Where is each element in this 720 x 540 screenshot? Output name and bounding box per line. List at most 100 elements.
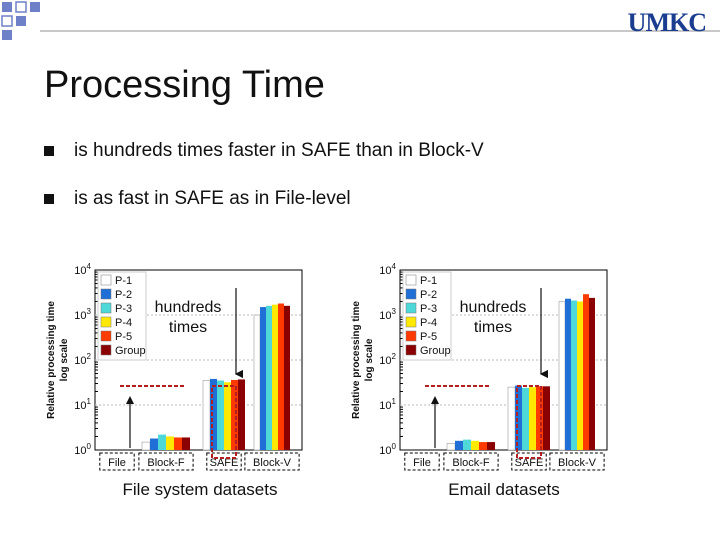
bar-block-f-p-2 xyxy=(150,438,158,450)
y-tick-label: 100 xyxy=(74,442,91,457)
bar-block-v-p-1 xyxy=(253,314,261,451)
bar-safe-p-5 xyxy=(231,379,238,450)
bar-block-f-p-2 xyxy=(455,440,463,450)
bar-block-v-p-5 xyxy=(278,303,284,450)
bar-block-v-group xyxy=(589,297,595,450)
category-box xyxy=(244,452,300,471)
bar-safe-p-2 xyxy=(515,385,522,450)
decorative-squares xyxy=(1,1,40,40)
legend-swatch xyxy=(405,344,417,356)
bar-block-f-p-4 xyxy=(471,440,479,450)
legend-box xyxy=(97,271,147,361)
annotation-text: hundreds times xyxy=(460,299,527,336)
bar-block-f-p-4 xyxy=(166,436,174,450)
chart-caption-email: Email datasets xyxy=(448,480,560,499)
y-tick-label: 101 xyxy=(379,397,396,412)
legend-label: P-1 xyxy=(420,275,437,287)
legend-label: P-3 xyxy=(420,303,437,315)
category-box xyxy=(404,452,440,471)
legend-label: P-4 xyxy=(420,317,437,329)
bar-block-f-p-3 xyxy=(463,439,471,450)
bar-safe-p-4 xyxy=(224,382,231,450)
highlight-box-safe xyxy=(211,385,237,459)
slide-title: Processing Time xyxy=(44,64,325,106)
bar-block-v-p-1 xyxy=(558,301,566,451)
highlight-box-safe xyxy=(516,385,542,459)
legend-swatch xyxy=(405,302,417,314)
legend-label: Group xyxy=(115,345,146,357)
bar-safe-group xyxy=(238,379,245,450)
bullet-square-icon xyxy=(44,194,54,204)
legend-label: P-2 xyxy=(420,289,437,301)
bar-block-v-p-2 xyxy=(565,298,571,450)
bar-safe-p-5 xyxy=(536,386,543,450)
chart-svg: 100 101 102 103 104 Relative processing time l… xyxy=(351,262,608,471)
bullet-text: is as fast in SAFE as in File-level xyxy=(74,188,351,209)
bar-safe-p-1 xyxy=(202,380,211,451)
bar-block-f-p-5 xyxy=(479,442,487,450)
bullet-item: is as fast in SAFE as in File-level xyxy=(44,188,351,210)
y-tick-label: 104 xyxy=(74,262,91,277)
bullet-square-icon xyxy=(44,146,54,156)
umkc-logo: UMKC xyxy=(627,8,707,37)
category-box xyxy=(138,452,194,471)
chart-file-system: 100 101 102 103 104 Relative processing time l… xyxy=(40,258,310,473)
y-tick-label: 100 xyxy=(379,442,396,457)
bar-block-f-p-5 xyxy=(174,437,182,450)
y-tick-label: 102 xyxy=(74,352,91,367)
bar-block-v-p-4 xyxy=(272,304,278,450)
category-box xyxy=(443,452,499,471)
bar-block-v-p-3 xyxy=(571,300,577,450)
bar-block-v-group xyxy=(284,305,290,450)
legend-label: P-5 xyxy=(115,331,132,343)
y-axis-label: Relative processing time log scale xyxy=(351,301,375,419)
legend-swatch xyxy=(405,330,417,342)
legend-label: P-5 xyxy=(420,331,437,343)
bar-safe-p-1 xyxy=(507,386,516,451)
chart-email: 100 101 102 103 104 Relative processing time l… xyxy=(345,258,615,473)
legend-label: Group xyxy=(420,345,451,357)
bar-block-v-p-5 xyxy=(583,294,589,450)
bar-safe-p-3 xyxy=(522,387,529,450)
legend-swatch xyxy=(100,288,112,300)
legend-swatch xyxy=(100,316,112,328)
category-box xyxy=(549,452,605,471)
x-category-label: Block-F xyxy=(147,457,185,469)
legend-swatch xyxy=(405,274,417,286)
x-category-label: SAFE xyxy=(515,457,544,469)
y-tick-label: 102 xyxy=(379,352,396,367)
legend-swatch xyxy=(100,274,112,286)
arrowhead-file xyxy=(126,396,134,404)
y-tick-label: 103 xyxy=(74,307,91,322)
x-category-label: File xyxy=(108,457,126,469)
legend-label: P-3 xyxy=(115,303,132,315)
x-category-label: Block-V xyxy=(558,457,597,469)
y-tick-label: 104 xyxy=(379,262,396,277)
bar-block-f-p-1 xyxy=(446,443,456,451)
chart-svg: 100 101 102 103 104 Relative processing time l… xyxy=(46,262,303,471)
bar-block-v-p-4 xyxy=(577,301,583,450)
x-category-label: Block-V xyxy=(253,457,292,469)
bar-block-f-p-3 xyxy=(158,434,166,450)
category-box xyxy=(99,452,135,471)
legend-swatch xyxy=(100,302,112,314)
legend-label: P-1 xyxy=(115,275,132,287)
legend-label: P-4 xyxy=(115,317,132,329)
bar-safe-group xyxy=(543,386,550,450)
bar-safe-p-3 xyxy=(217,380,224,450)
y-axis-label: Relative processing time log scale xyxy=(46,301,70,419)
bullet-text: is hundreds times faster in SAFE than in… xyxy=(74,140,484,161)
x-category-label: SAFE xyxy=(210,457,239,469)
x-category-label: Block-F xyxy=(452,457,490,469)
legend-label: P-2 xyxy=(115,289,132,301)
bar-block-f-p-1 xyxy=(141,441,151,451)
header-rule xyxy=(40,30,720,32)
bar-block-v-p-3 xyxy=(266,305,272,450)
bar-safe-p-2 xyxy=(210,378,217,450)
bar-block-f-group xyxy=(182,437,190,450)
bar-safe-p-4 xyxy=(529,387,536,450)
bullet-item: is hundreds times faster in SAFE than in… xyxy=(44,140,484,162)
bar-block-f-group xyxy=(487,442,495,450)
bar-block-v-p-2 xyxy=(260,307,266,450)
y-tick-label: 103 xyxy=(379,307,396,322)
